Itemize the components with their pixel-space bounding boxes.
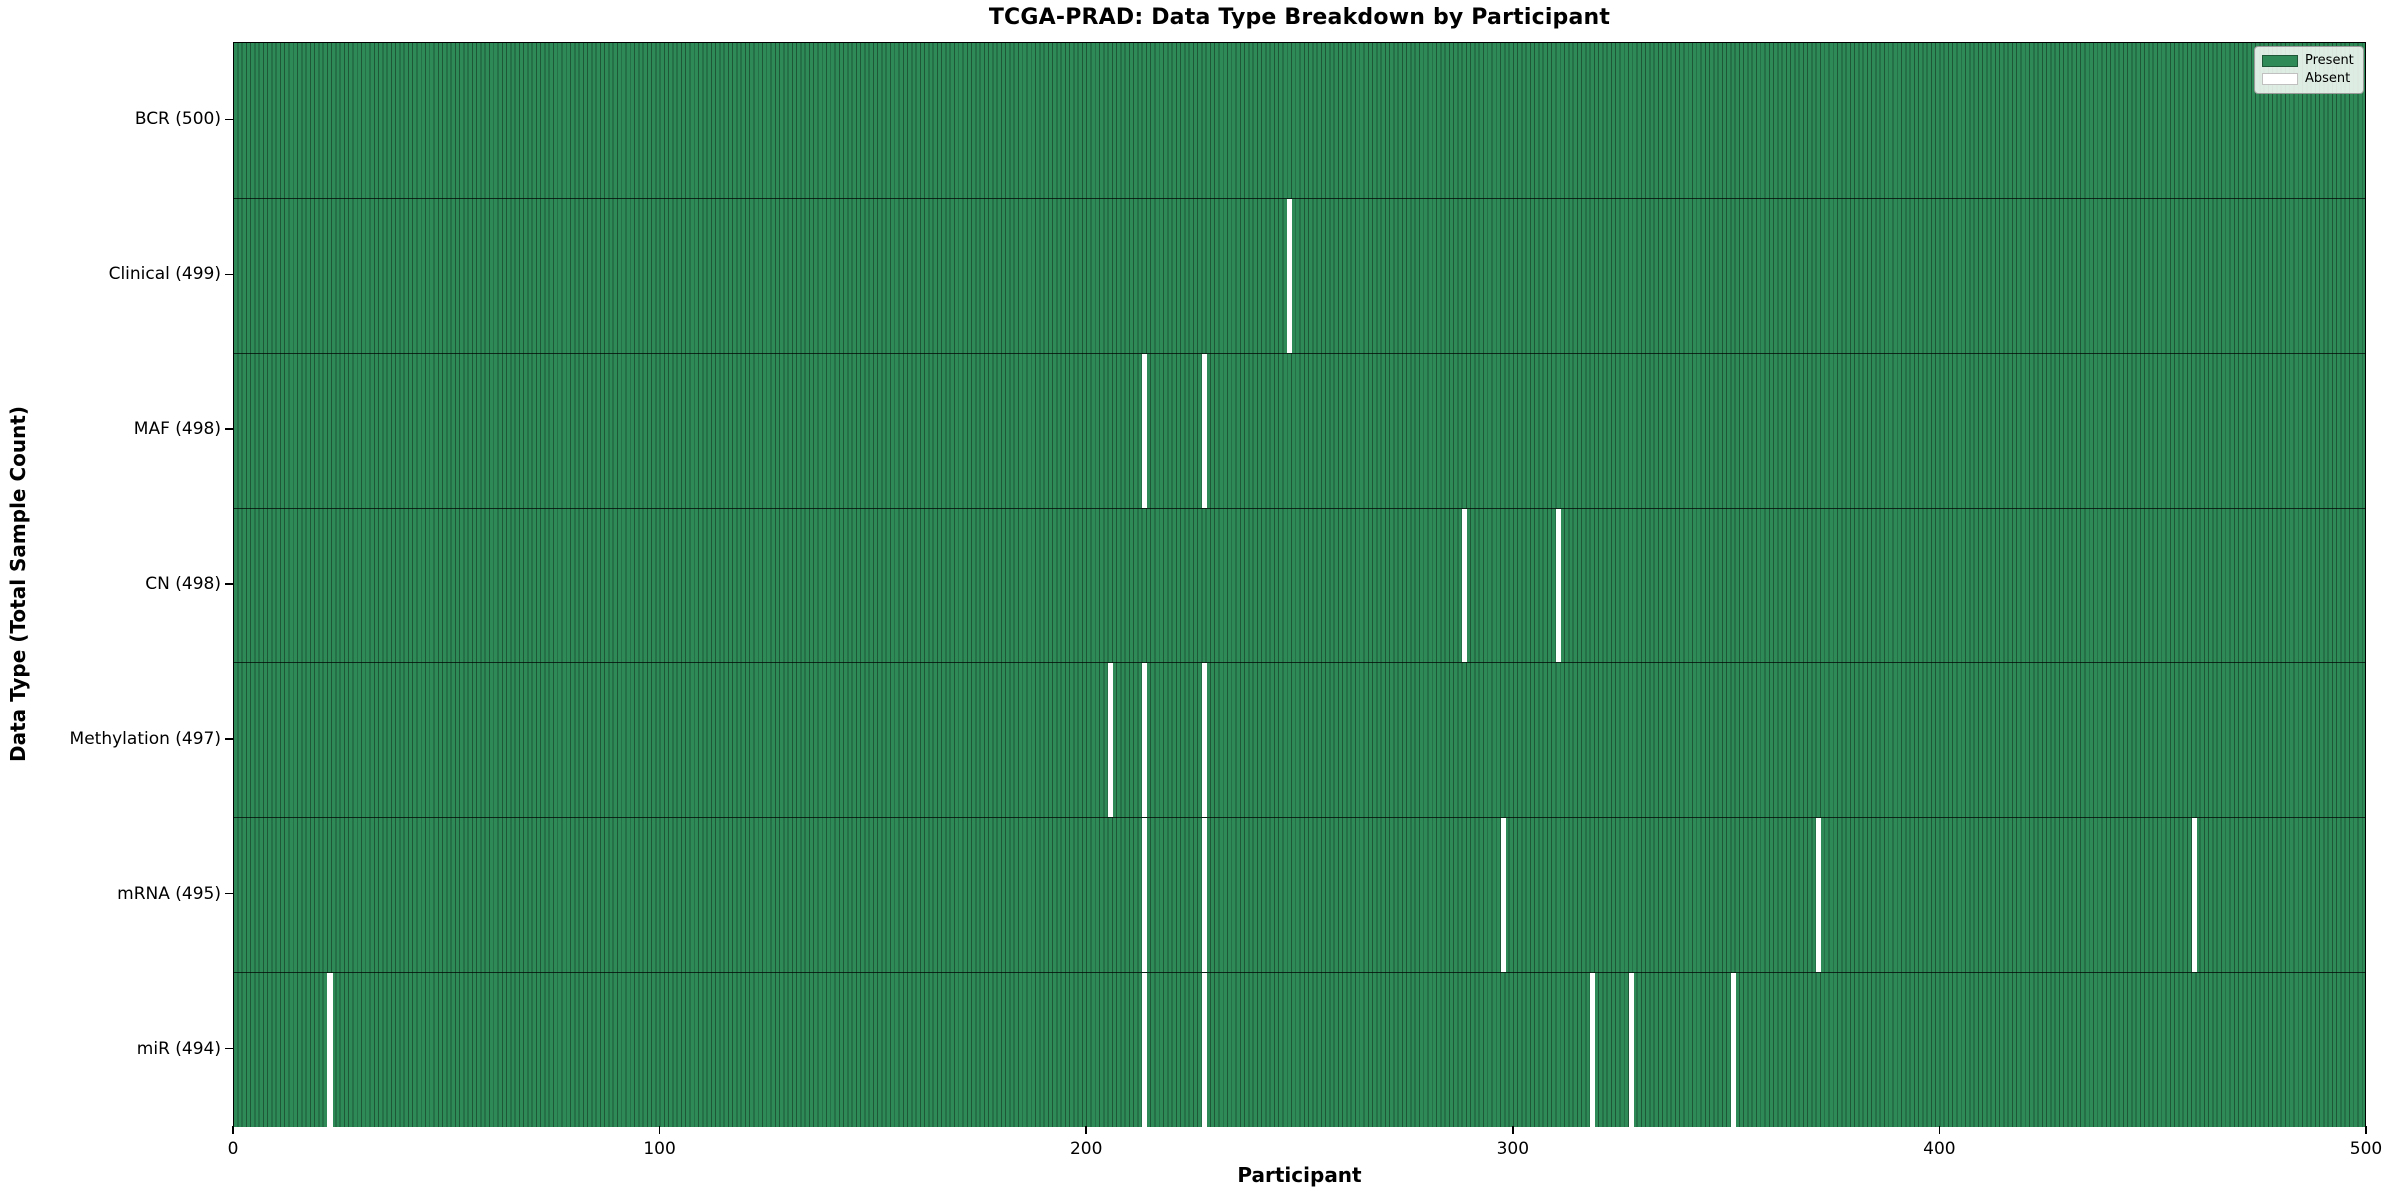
row-miR [234,972,2365,1127]
x-tick-label-500: 500 [2349,1139,2383,1159]
y-tick-mark [225,428,233,430]
x-axis-label: Participant [1237,1163,1362,1187]
absent-marker-miR-327 [1628,973,1634,1127]
absent-swatch-icon [2262,73,2298,85]
present-swatch-icon [2262,55,2298,67]
absent-marker-miR-213 [1142,973,1148,1127]
y-tick-label-mRNA: mRNA (495) [117,883,221,904]
absent-marker-CN-310 [1556,508,1562,663]
y-tick-label-BCR: BCR (500) [134,109,221,130]
x-tick-mark [658,1126,661,1134]
y-tick-mark [225,118,233,121]
row-mRNA [234,817,2365,973]
x-tick-mark [1085,1126,1087,1134]
chart-title: TCGA-PRAD: Data Type Breakdown by Partic… [988,5,1611,30]
legend-item-present: Present [2262,52,2356,70]
legend-item-absent: Absent [2262,70,2356,88]
absent-marker-miR-318 [1590,973,1596,1127]
row-Clinical [234,197,2365,353]
row-BCR [234,43,2365,198]
y-tick-mark [225,583,233,585]
x-tick-label-400: 400 [1923,1139,1956,1159]
absent-marker-CN-288 [1462,508,1468,663]
y-tick-label-CN: CN (498) [145,574,221,594]
absent-marker-MAF-213 [1142,353,1148,508]
x-tick-label-100: 100 [643,1139,676,1159]
y-tick-mark [225,1047,233,1050]
legend-label-absent: Absent [2305,71,2351,86]
y-tick-mark [225,273,233,276]
absent-marker-miR-22 [327,973,333,1127]
x-tick-mark [1512,1126,1514,1134]
x-tick-mark [1938,1126,1941,1134]
y-tick-label-Methylation: Methylation (497) [69,728,221,749]
x-tick-label-200: 200 [1069,1139,1103,1159]
absent-marker-mRNA-459 [2191,818,2197,973]
plot-area [233,42,2366,1127]
x-tick-label-300: 300 [1496,1139,1530,1159]
y-tick-label-MAF: MAF (498) [133,419,221,440]
row-CN [234,507,2365,663]
legend: Present Absent [2254,46,2364,94]
x-tick-mark [232,1126,234,1134]
absent-marker-miR-227 [1201,973,1208,1127]
absent-marker-MAF-227 [1201,353,1208,508]
absent-marker-mRNA-297 [1500,818,1506,973]
absent-marker-mRNA-227 [1201,818,1208,973]
row-MAF [234,352,2365,508]
y-tick-mark [225,892,233,895]
absent-marker-mRNA-213 [1142,818,1148,973]
absent-marker-Methylation-227 [1201,663,1208,818]
x-tick-mark [2365,1126,2367,1134]
absent-marker-Methylation-205 [1108,663,1114,818]
x-tick-label-0: 0 [227,1139,239,1159]
legend-label-present: Present [2305,53,2354,68]
row-Methylation [234,662,2365,818]
y-tick-label-miR: miR (494) [136,1038,221,1059]
absent-marker-Methylation-213 [1142,663,1148,818]
y-tick-mark [225,738,233,740]
absent-marker-miR-351 [1730,973,1737,1127]
absent-marker-mRNA-371 [1816,818,1822,973]
absent-marker-Clinical-247 [1287,198,1293,353]
y-tick-label-Clinical: Clinical (499) [108,264,221,285]
